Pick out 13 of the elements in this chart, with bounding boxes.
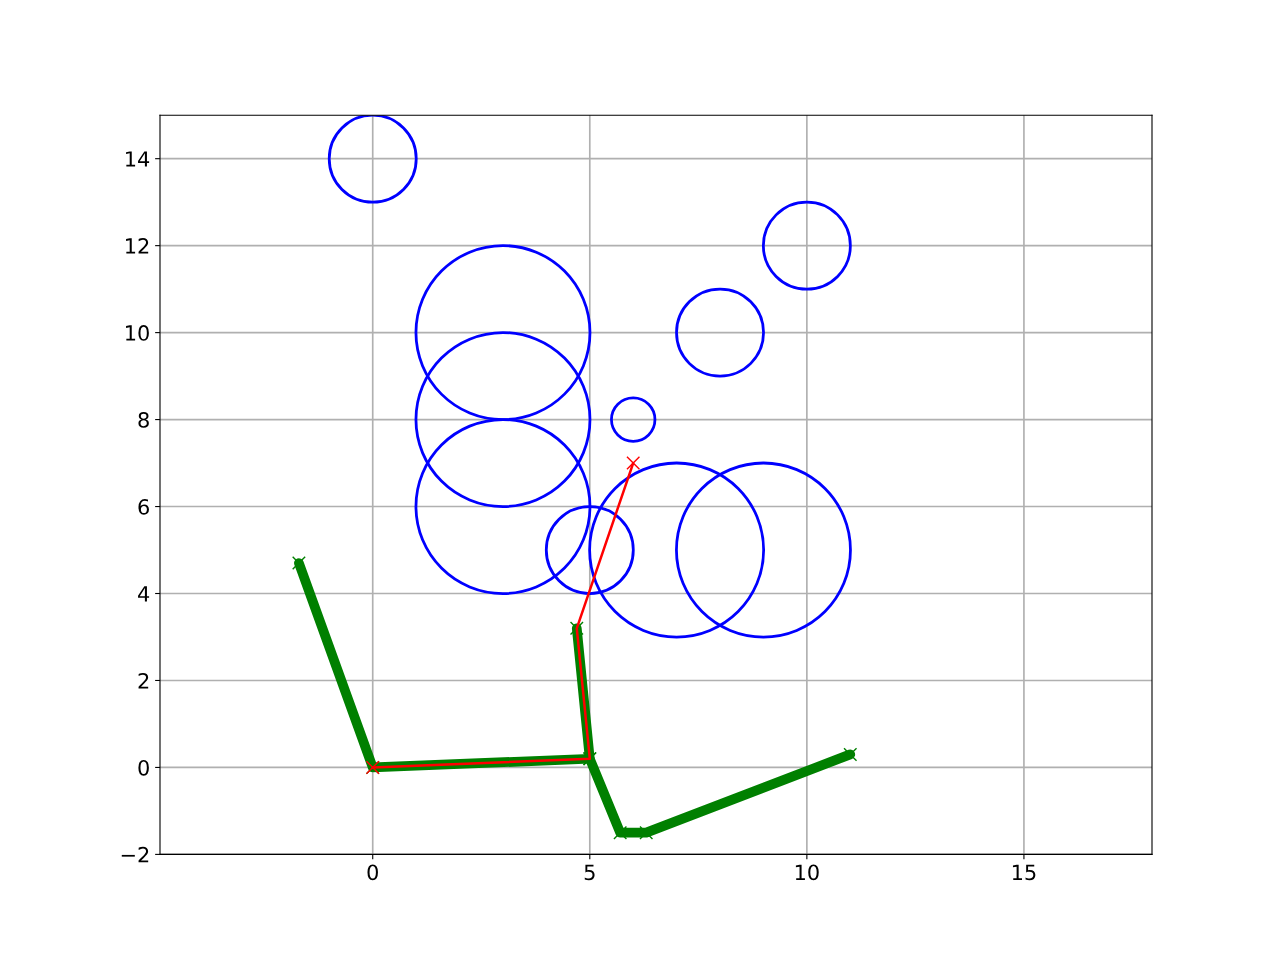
y-tick-label: 0 — [138, 759, 149, 776]
y-tick-label: 12 — [126, 238, 149, 254]
y-tick-label: −2 — [121, 846, 149, 863]
y-tick-label: 6 — [138, 498, 149, 515]
y-tick-label: 14 — [126, 151, 150, 167]
y-tick-label: 10 — [126, 325, 149, 341]
x-tick-label: 10 — [795, 864, 819, 881]
x-tick-label: 0 — [367, 864, 378, 881]
y-tick-label: 4 — [138, 586, 150, 602]
x-tick-label: 15 — [1012, 864, 1036, 881]
x-tick-label: 5 — [584, 864, 595, 881]
y-tick-label: 2 — [138, 672, 149, 689]
y-tick-label: 8 — [138, 412, 149, 428]
